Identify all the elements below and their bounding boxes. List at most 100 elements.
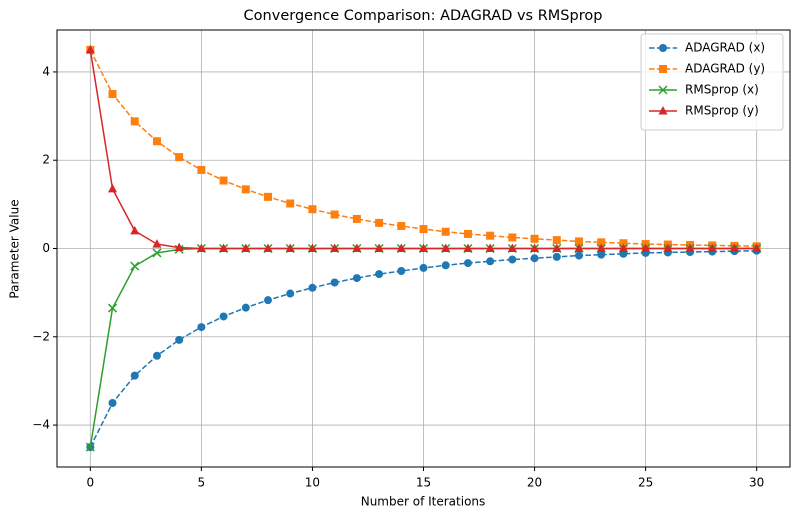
marker xyxy=(375,270,384,279)
marker xyxy=(685,243,695,252)
marker xyxy=(241,243,251,252)
marker xyxy=(108,90,117,99)
marker xyxy=(264,296,273,305)
marker xyxy=(330,243,340,252)
marker xyxy=(441,227,450,236)
legend: ADAGRAD (x) ADAGRAD (y) RMSprop (x) RMSprop… xyxy=(640,33,784,131)
marker xyxy=(308,205,317,214)
marker xyxy=(330,210,339,219)
marker xyxy=(618,243,628,252)
marker xyxy=(597,250,606,259)
marker xyxy=(197,323,206,332)
marker xyxy=(619,239,628,248)
marker xyxy=(307,243,317,252)
x-tick-label: 30 xyxy=(749,476,764,490)
marker xyxy=(530,234,539,243)
marker xyxy=(130,117,139,126)
marker xyxy=(552,252,561,261)
marker xyxy=(152,239,162,248)
x-tick-label: 15 xyxy=(416,476,431,490)
marker xyxy=(419,263,428,272)
marker xyxy=(374,243,384,252)
marker xyxy=(130,371,139,380)
marker xyxy=(152,248,162,258)
marker xyxy=(485,243,495,252)
x-axis-label: Number of Iterations xyxy=(361,495,486,509)
marker xyxy=(241,303,250,312)
x-tick-label: 25 xyxy=(638,476,653,490)
marker xyxy=(397,267,406,276)
marker xyxy=(552,236,561,245)
y-tick-label: 0 xyxy=(42,241,50,255)
marker xyxy=(508,233,517,242)
marker xyxy=(196,243,206,252)
marker xyxy=(108,398,117,407)
marker xyxy=(463,229,472,238)
marker xyxy=(219,176,228,185)
y-tick-label: 4 xyxy=(42,64,50,78)
marker xyxy=(397,221,406,230)
marker xyxy=(175,153,184,162)
marker xyxy=(552,243,562,252)
marker xyxy=(530,243,540,252)
marker xyxy=(597,238,606,247)
marker xyxy=(486,231,495,240)
marker xyxy=(641,243,651,252)
marker xyxy=(152,351,161,360)
marker xyxy=(419,225,428,234)
marker xyxy=(130,261,140,271)
x-tick-label: 20 xyxy=(527,476,542,490)
legend-marker xyxy=(659,44,667,52)
marker xyxy=(85,44,95,54)
y-tick-label: 2 xyxy=(42,153,50,167)
marker xyxy=(219,243,229,252)
legend-label: ADAGRAD (x) xyxy=(685,41,765,55)
marker xyxy=(375,218,384,227)
marker xyxy=(308,283,317,292)
marker xyxy=(752,243,762,252)
marker xyxy=(174,242,184,252)
marker xyxy=(419,243,428,252)
legend-label: RMSprop (x) xyxy=(685,83,759,97)
marker xyxy=(396,243,406,252)
marker xyxy=(441,243,451,252)
marker xyxy=(285,243,295,252)
marker xyxy=(574,243,584,252)
marker xyxy=(108,183,118,193)
marker xyxy=(352,274,361,283)
marker xyxy=(486,257,495,266)
y-tick-label: −2 xyxy=(32,329,50,343)
marker xyxy=(463,243,473,252)
marker xyxy=(241,185,250,194)
marker xyxy=(130,225,140,235)
x-tick-label: 5 xyxy=(198,476,206,490)
marker xyxy=(264,192,273,201)
x-tick-label: 0 xyxy=(86,476,94,490)
marker xyxy=(729,243,739,252)
marker xyxy=(707,243,717,252)
y-tick-label: −4 xyxy=(32,418,50,432)
marker xyxy=(663,243,673,252)
marker xyxy=(352,243,362,252)
plot-frame xyxy=(56,29,791,468)
legend-marker xyxy=(659,65,667,73)
marker xyxy=(463,259,472,268)
legend-box xyxy=(640,33,784,131)
marker xyxy=(508,255,517,264)
y-axis-label: Parameter Value xyxy=(8,199,22,298)
legend-marker xyxy=(658,106,668,115)
marker xyxy=(286,199,295,208)
marker xyxy=(286,289,295,298)
marker xyxy=(107,303,118,313)
marker xyxy=(197,165,206,174)
marker xyxy=(596,243,606,252)
marker xyxy=(175,335,184,344)
marker xyxy=(352,214,361,223)
legend-marker xyxy=(658,85,668,95)
marker xyxy=(574,237,583,246)
marker xyxy=(507,243,517,252)
marker xyxy=(574,251,583,260)
x-tick-label: 10 xyxy=(305,476,320,490)
